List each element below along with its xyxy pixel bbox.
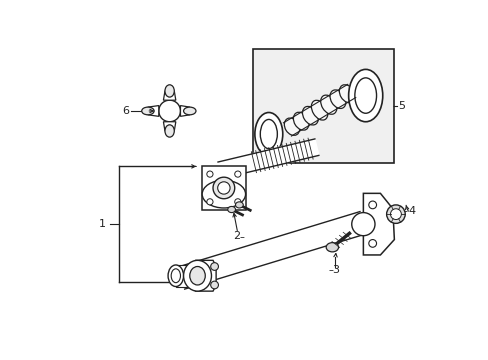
Polygon shape — [180, 105, 189, 116]
Polygon shape — [163, 91, 176, 100]
Text: 5: 5 — [397, 101, 405, 111]
Polygon shape — [363, 193, 393, 255]
Text: –: – — [401, 206, 406, 216]
Bar — [202, 166, 245, 210]
Ellipse shape — [183, 107, 196, 115]
Ellipse shape — [254, 112, 282, 156]
Ellipse shape — [339, 85, 354, 103]
Ellipse shape — [351, 213, 374, 236]
Ellipse shape — [320, 95, 336, 114]
Ellipse shape — [189, 266, 205, 285]
Polygon shape — [195, 260, 216, 291]
Ellipse shape — [325, 243, 338, 252]
Text: 3: 3 — [331, 265, 338, 275]
Bar — [252, 49, 393, 163]
Text: –: – — [391, 101, 396, 111]
Ellipse shape — [164, 125, 174, 137]
Ellipse shape — [213, 177, 234, 199]
Ellipse shape — [386, 205, 405, 223]
Ellipse shape — [210, 281, 218, 289]
Ellipse shape — [171, 269, 180, 283]
Ellipse shape — [210, 263, 218, 270]
Text: 4: 4 — [407, 206, 415, 216]
Ellipse shape — [202, 180, 245, 208]
Ellipse shape — [234, 199, 241, 205]
Text: 6: 6 — [122, 106, 129, 116]
Ellipse shape — [329, 90, 345, 108]
Ellipse shape — [183, 260, 211, 291]
Ellipse shape — [368, 201, 376, 209]
Ellipse shape — [168, 265, 183, 287]
Ellipse shape — [284, 118, 299, 135]
Ellipse shape — [159, 100, 180, 122]
Polygon shape — [178, 212, 366, 289]
Ellipse shape — [302, 107, 318, 125]
Ellipse shape — [142, 107, 154, 115]
Ellipse shape — [206, 199, 213, 205]
Ellipse shape — [354, 78, 376, 113]
Ellipse shape — [235, 202, 243, 208]
Ellipse shape — [227, 206, 235, 213]
Polygon shape — [218, 139, 318, 179]
Ellipse shape — [206, 171, 213, 177]
Text: –: – — [131, 106, 136, 116]
Ellipse shape — [164, 85, 174, 97]
Ellipse shape — [390, 209, 401, 220]
Polygon shape — [163, 122, 176, 131]
Text: –: – — [239, 232, 244, 242]
Polygon shape — [148, 105, 159, 116]
Ellipse shape — [217, 182, 230, 194]
Polygon shape — [176, 265, 195, 287]
Ellipse shape — [311, 100, 327, 120]
Ellipse shape — [368, 239, 376, 247]
Ellipse shape — [234, 171, 241, 177]
Text: 1: 1 — [99, 219, 105, 229]
Ellipse shape — [348, 69, 382, 122]
Text: –: – — [328, 265, 333, 275]
Text: 2: 2 — [232, 231, 239, 242]
Ellipse shape — [293, 112, 308, 130]
Ellipse shape — [260, 120, 277, 149]
